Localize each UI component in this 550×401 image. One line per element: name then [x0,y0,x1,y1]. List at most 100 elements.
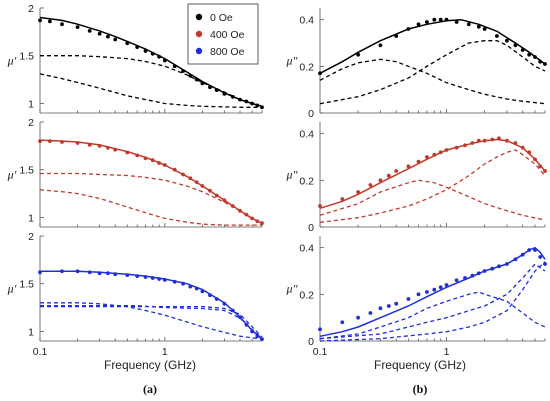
data-point-b-0-3 [394,34,399,38]
data-point-a-400-22 [230,204,235,208]
y-tick-label-b-400-1: 0.2 [299,175,314,187]
data-point-a-400-24 [244,212,249,217]
x-axis-label-a: Frequency (GHz) [104,358,196,372]
panel-b-400: 0 0.2 0.4 μ″ [285,122,547,234]
data-point-a-0-0 [38,18,42,23]
data-point-b-0-4 [406,27,411,31]
data-point-b-800-5 [386,304,391,308]
data-point-a-400-4 [87,143,92,147]
data-point-b-800-26 [543,262,547,266]
fit-curve-a-800 [40,270,263,340]
data-point-a-800-9 [143,275,148,279]
component-curve-a-400-1 [39,189,262,226]
data-point-a-400-26 [255,219,260,224]
data-point-a-0-16 [188,73,193,78]
data-point-b-800-15 [470,273,475,278]
data-point-b-800-24 [533,248,537,252]
data-point-b-800-21 [513,257,518,262]
data-point-b-800-16 [476,271,481,276]
panel-a-0: 1 1.5 2 μ′ [7,3,264,114]
data-point-a-0-9 [135,45,140,49]
data-point-a-400-16 [188,176,193,181]
data-point-a-0-13 [162,58,167,63]
data-point-a-400-12 [157,161,162,165]
data-point-b-400-0 [318,204,322,208]
data-point-a-800-7 [125,273,130,277]
data-point-a-0-3 [75,25,80,29]
component-curve-b-0-0 [319,58,546,105]
data-point-b-400-18 [490,137,495,142]
data-point-b-0-19 [533,55,537,59]
plot-panels: 1 1.5 2 μ′ 1 1.5 2 μ′ 1 1.5 2 0.1 1 μ′ 0 0.2 0.4 μ″ 0 0.2 0.… [7,3,547,358]
y-tick-label-b-800-0: 0 [308,336,314,348]
data-point-b-800-18 [490,266,495,271]
y-tick-label-a-400-2: 2 [28,117,34,129]
y-axis-label-b-400: μ″ [285,168,298,182]
data-point-a-0-27 [260,105,264,110]
data-point-a-800-5 [106,271,110,276]
data-point-b-400-11 [438,150,443,155]
x-tick-label-a-800-0: 0.1 [33,346,48,358]
data-point-a-400-25 [250,216,255,221]
data-point-a-400-1 [48,139,52,144]
legend-label-2: 800 Oe [210,46,245,58]
legend-marker-0 [195,13,203,21]
data-point-b-800-14 [463,276,467,280]
data-point-b-800-0 [318,327,322,332]
y-tick-label-a-0-1: 1.5 [19,51,34,63]
data-point-a-400-8 [125,150,130,155]
data-point-b-800-1 [340,320,345,325]
data-point-a-800-22 [238,315,242,319]
data-point-b-400-17 [482,138,487,143]
data-point-a-0-12 [157,54,162,59]
data-point-b-400-25 [538,164,543,169]
data-point-a-0-15 [181,69,186,73]
y-tick-label-a-400-1: 1.5 [19,165,34,177]
data-point-a-400-10 [143,156,148,161]
data-point-a-0-20 [214,88,219,92]
data-point-b-0-7 [432,17,437,22]
data-point-a-800-15 [188,284,193,289]
data-point-b-400-23 [527,150,532,155]
data-point-b-800-8 [416,292,421,297]
data-point-b-400-9 [425,155,429,159]
data-point-a-400-3 [75,141,80,145]
data-point-b-800-3 [368,311,373,315]
fit-curve-a-0 [39,16,263,108]
component-curve-b-800-1 [319,261,546,342]
data-point-a-0-11 [150,51,155,56]
data-point-b-0-2 [378,43,383,48]
panel-b-0: 0 0.2 0.4 μ″ [285,8,547,120]
data-point-b-400-19 [497,136,501,141]
data-point-a-800-23 [244,322,249,327]
data-point-a-0-22 [230,94,235,99]
data-point-b-0-11 [466,22,471,27]
data-point-b-800-17 [482,269,487,273]
data-point-b-400-24 [533,157,537,162]
data-point-a-800-16 [194,286,199,291]
data-point-a-800-8 [135,274,140,278]
data-point-b-0-14 [495,34,499,38]
data-point-a-0-2 [60,22,64,27]
data-point-a-0-21 [222,92,227,96]
legend: 0 Oe 400 Oe 800 Oe [187,3,259,65]
data-point-a-0-1 [48,19,52,24]
data-point-a-800-1 [60,269,64,274]
data-point-b-400-10 [432,152,437,157]
y-tick-label-b-800-2: 0.4 [299,243,314,255]
data-point-b-800-6 [394,301,399,306]
data-point-a-800-11 [157,277,162,281]
data-point-a-400-13 [162,163,167,167]
y-tick-label-b-0-0: 0 [308,108,314,120]
data-point-a-800-17 [200,289,205,294]
data-point-b-0-20 [538,59,543,64]
y-tick-label-a-400-0: 1 [28,212,34,224]
data-point-b-400-5 [386,173,391,178]
data-point-a-800-3 [87,270,92,275]
data-point-b-0-12 [476,24,481,29]
data-point-b-0-21 [543,62,547,66]
data-point-b-400-13 [454,145,459,150]
data-point-b-0-15 [505,38,509,43]
data-point-a-0-19 [208,85,212,90]
